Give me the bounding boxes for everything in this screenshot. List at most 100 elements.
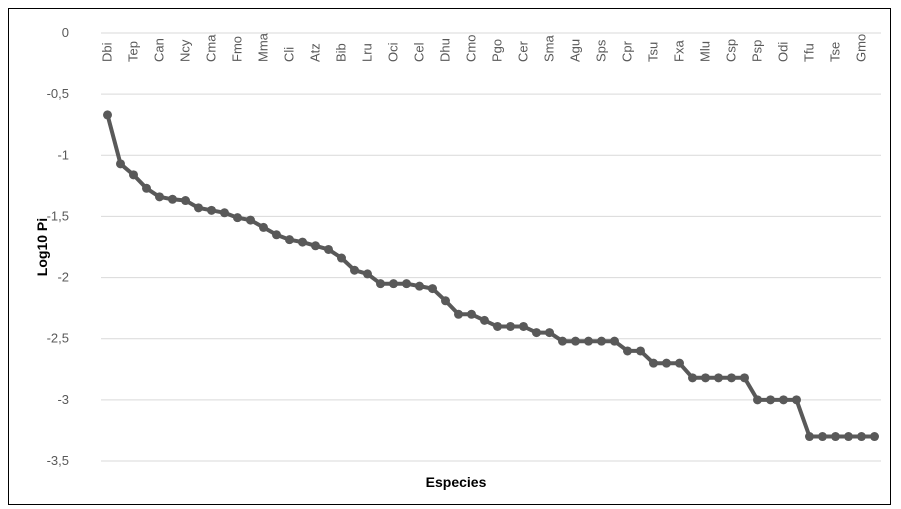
x-tick-label: Cma	[204, 34, 219, 62]
data-point	[662, 358, 671, 368]
line-chart: 0 -0,5 -1 -1,5 -2 -2,5 -3 -3,5 Dbi Tep Can Ncy Cma Fm…	[34, 25, 881, 490]
x-tick-label: Ncy	[178, 39, 193, 62]
data-point	[311, 241, 320, 251]
data-point	[389, 279, 398, 289]
data-point	[467, 309, 476, 319]
x-tick-label: Sps	[594, 39, 609, 62]
data-point	[818, 432, 827, 442]
x-tick-label: Pgo	[490, 39, 505, 62]
data-point	[571, 336, 580, 346]
data-point	[246, 215, 255, 225]
data-point	[181, 196, 190, 206]
y-tick-label: -0,5	[47, 86, 69, 101]
data-point	[688, 373, 697, 383]
data-point	[155, 192, 164, 202]
x-tick-label: Dhu	[438, 38, 453, 62]
data-point	[805, 432, 814, 442]
data-point	[532, 328, 541, 338]
data-point	[623, 346, 632, 356]
data-point	[129, 170, 138, 180]
data-point	[233, 213, 242, 223]
x-tick-label: Mma	[256, 32, 271, 62]
data-point	[870, 432, 879, 442]
y-tick-label: 0	[62, 25, 69, 40]
data-point	[766, 395, 775, 405]
x-tick-label: Tse	[828, 42, 843, 62]
data-point	[441, 296, 450, 306]
data-point	[831, 432, 840, 442]
data-point	[207, 205, 216, 215]
y-tick-label: -2,5	[47, 331, 69, 346]
data-point	[415, 281, 424, 291]
data-point	[324, 244, 333, 254]
data-point	[454, 309, 463, 319]
x-tick-label: Lru	[360, 43, 375, 62]
x-tick-label: Oci	[386, 42, 401, 62]
data-point	[285, 235, 294, 245]
data-point	[779, 395, 788, 405]
x-tick-label: Tsu	[646, 42, 661, 62]
x-tick-label: Tfu	[802, 43, 817, 62]
data-point	[844, 432, 853, 442]
x-tick-label: Atz	[308, 43, 323, 62]
data-point	[636, 346, 645, 356]
data-point	[194, 203, 203, 213]
data-point	[142, 183, 151, 193]
data-point	[480, 315, 489, 325]
data-point	[428, 284, 437, 294]
data-point	[545, 328, 554, 338]
data-point	[402, 279, 411, 289]
series-line	[105, 114, 875, 439]
x-tick-label: Psp	[750, 40, 765, 62]
data-point	[337, 253, 346, 263]
data-point	[168, 194, 177, 204]
data-point	[701, 373, 710, 383]
x-tick-label: Csp	[724, 39, 739, 62]
data-point	[857, 432, 866, 442]
data-point	[376, 279, 385, 289]
x-tick-label: Cer	[516, 40, 531, 62]
x-tick-label: Cmo	[464, 35, 479, 62]
data-point	[220, 208, 229, 218]
data-point	[350, 265, 359, 275]
x-tick-label: Cpr	[620, 40, 635, 62]
y-tick-label: -3	[57, 392, 69, 407]
chart-frame: 0 -0,5 -1 -1,5 -2 -2,5 -3 -3,5 Dbi Tep Can Ncy Cma Fm…	[8, 8, 891, 505]
data-point	[610, 336, 619, 346]
data-point	[272, 230, 281, 240]
y-tick-label: -2	[57, 270, 69, 285]
x-tick-label: Can	[152, 38, 167, 62]
data-point	[649, 358, 658, 368]
data-point	[714, 373, 723, 383]
data-point	[103, 110, 112, 120]
y-tick-label: -1,5	[47, 208, 69, 223]
x-tick-label: Fxa	[672, 40, 687, 62]
x-tick-label: Dbi	[100, 42, 115, 62]
data-point	[558, 336, 567, 346]
data-point	[363, 269, 372, 279]
data-point	[116, 159, 125, 169]
data-point	[740, 373, 749, 383]
x-tick-label: Gmo	[854, 34, 869, 62]
data-point	[792, 395, 801, 405]
x-axis-title: Especies	[426, 474, 487, 490]
x-tick-label: Fmo	[230, 36, 245, 62]
data-point	[727, 373, 736, 383]
data-point	[298, 237, 307, 247]
x-tick-label: Sma	[542, 35, 557, 63]
data-point	[506, 321, 515, 331]
data-point	[259, 222, 268, 232]
x-tick-label: Odi	[776, 42, 791, 62]
x-tick-label: Cel	[412, 42, 427, 62]
y-axis-title: Log10 Pi	[34, 218, 50, 276]
data-point	[675, 358, 684, 368]
y-tick-label: -3,5	[47, 453, 69, 468]
data-point	[753, 395, 762, 405]
x-tick-label: Mlu	[698, 41, 713, 62]
x-tick-label: Bib	[334, 43, 349, 62]
data-point	[584, 336, 593, 346]
x-tick-label: Cli	[282, 47, 297, 62]
data-point	[597, 336, 606, 346]
y-tick-label: -1	[57, 147, 69, 162]
x-tick-label: Agu	[568, 39, 583, 62]
